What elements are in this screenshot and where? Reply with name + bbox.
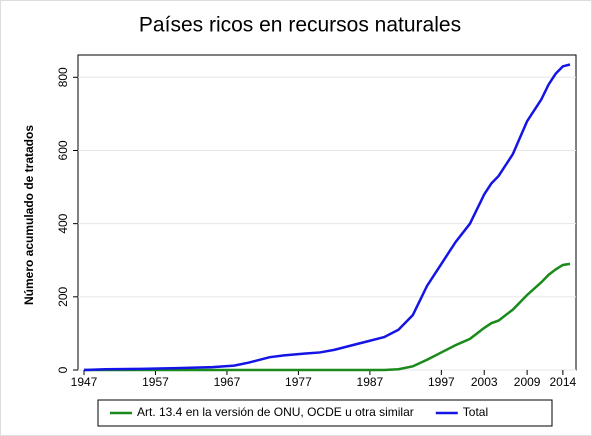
legend-label: Art. 13.4 en la versión de ONU, OCDE u o… <box>137 405 414 419</box>
y-tick-label: 600 <box>56 140 70 160</box>
y-tick-label: 800 <box>56 67 70 87</box>
series-line <box>84 262 571 372</box>
y-tick-label: 0 <box>56 366 70 373</box>
x-tick-label: 1947 <box>71 375 98 389</box>
x-tick-label: 1957 <box>142 375 169 389</box>
x-tick-label: 2003 <box>471 375 498 389</box>
x-tick-label: 1987 <box>357 375 384 389</box>
series-line <box>83 63 571 372</box>
legend <box>97 399 553 427</box>
x-tick-label: 2014 <box>550 375 577 389</box>
x-tick-label: 1997 <box>428 375 455 389</box>
plot-area <box>77 54 577 371</box>
x-tick-label: 1977 <box>285 375 312 389</box>
y-tick-label: 200 <box>56 286 70 306</box>
x-tick-label: 2009 <box>514 375 541 389</box>
y-axis-label: Número acumulado de tratados <box>22 125 36 305</box>
x-tick-label: 1967 <box>214 375 241 389</box>
legend-label: Total <box>463 405 488 419</box>
chart-title: Países ricos en recursos naturales <box>139 14 461 37</box>
y-tick-label: 400 <box>56 213 70 233</box>
